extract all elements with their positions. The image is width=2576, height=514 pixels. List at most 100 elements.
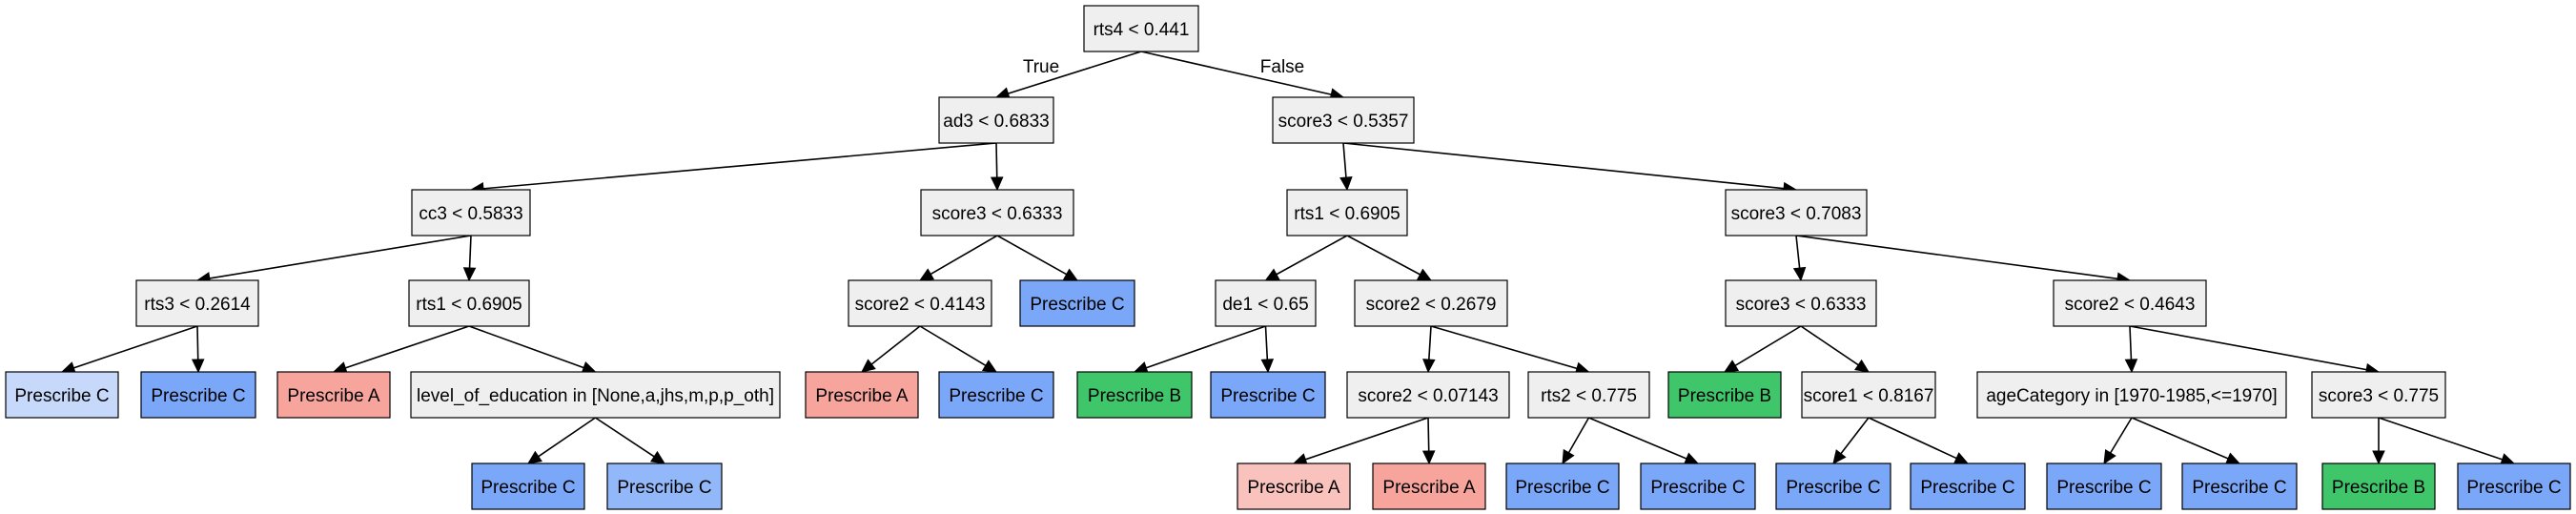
edge-line bbox=[73, 325, 198, 369]
split-node-ad3-0-6833: ad3 < 0.6833 bbox=[938, 96, 1054, 144]
arrowhead-icon bbox=[191, 359, 205, 374]
arrowhead-icon bbox=[1854, 359, 1870, 373]
edge-line bbox=[1840, 417, 1870, 455]
node-label: rts1 < 0.6905 bbox=[416, 295, 521, 315]
edge-line bbox=[1795, 235, 2118, 280]
node-box bbox=[1527, 371, 1650, 419]
edge-line bbox=[996, 235, 1068, 276]
leaf-node-prescribe-b: Prescribe B bbox=[1076, 371, 1193, 419]
edge-line bbox=[482, 142, 997, 190]
leaf-node-prescribe-c: Prescribe C bbox=[938, 371, 1054, 419]
arrowhead-icon bbox=[1264, 268, 1280, 281]
node-box bbox=[1725, 279, 1877, 327]
split-node-de1-0-65: de1 < 0.65 bbox=[1215, 279, 1317, 327]
node-box bbox=[1354, 279, 1508, 327]
node-box bbox=[1272, 96, 1415, 144]
node-label: Prescribe C bbox=[2056, 478, 2151, 498]
node-box bbox=[2046, 463, 2162, 510]
node-label: ad3 < 0.6833 bbox=[943, 112, 1049, 132]
node-box bbox=[471, 463, 585, 510]
node-box bbox=[140, 371, 256, 419]
node-label: score3 < 0.5357 bbox=[1278, 112, 1409, 132]
edge-line bbox=[1567, 417, 1590, 454]
leaf-node-prescribe-b: Prescribe B bbox=[2321, 463, 2436, 510]
node-box bbox=[1372, 463, 1486, 510]
leaf-node-prescribe-c: Prescribe C bbox=[2457, 463, 2571, 510]
node-label: Prescribe A bbox=[287, 386, 379, 406]
node-label: Prescribe B bbox=[1088, 386, 1181, 406]
node-box bbox=[411, 189, 531, 236]
node-box bbox=[410, 371, 781, 419]
node-box bbox=[1910, 463, 2026, 510]
split-node-score2-0-4643: score2 < 0.4643 bbox=[2053, 279, 2207, 327]
edge-label-true: True bbox=[1023, 57, 1059, 77]
edge-line bbox=[196, 325, 199, 360]
leaf-node-prescribe-c: Prescribe C bbox=[1775, 463, 1891, 510]
edge-line bbox=[2129, 325, 2133, 360]
arrowhead-icon bbox=[1260, 359, 1275, 374]
node-label: score2 < 0.4143 bbox=[855, 295, 986, 315]
split-node-score3-0-5357: score3 < 0.5357 bbox=[1272, 96, 1415, 144]
arrowhead-icon bbox=[2372, 450, 2385, 465]
node-label: Prescribe C bbox=[1920, 478, 2014, 498]
split-node-level-of-education-in-none-a-jhs-m-p-p-oth: level_of_education in [None,a,jhs,m,p,p_… bbox=[410, 371, 781, 419]
split-node-score3-0-6333: score3 < 0.6333 bbox=[920, 189, 1074, 236]
node-label: Prescribe C bbox=[14, 386, 109, 406]
leaf-node-prescribe-c: Prescribe C bbox=[2181, 463, 2298, 510]
leaf-node-prescribe-c: Prescribe C bbox=[140, 371, 256, 419]
arrowhead-icon bbox=[990, 176, 1004, 192]
edge-n14-n28 bbox=[2129, 325, 2381, 377]
node-label: Prescribe A bbox=[1382, 478, 1475, 498]
edge-line bbox=[1008, 51, 1142, 94]
node-label: Prescribe C bbox=[1030, 295, 1124, 315]
node-label: Prescribe C bbox=[480, 478, 575, 498]
edge-line bbox=[1734, 325, 1802, 366]
node-box bbox=[2053, 279, 2207, 327]
edge-line bbox=[1342, 142, 1785, 190]
edge-n11-n22 bbox=[1260, 325, 1275, 374]
node-box bbox=[1210, 371, 1326, 419]
node-box bbox=[606, 463, 723, 510]
edge-line bbox=[468, 325, 584, 369]
node-box bbox=[805, 371, 919, 419]
arrowhead-icon bbox=[462, 267, 477, 282]
edge-n12-n23 bbox=[1422, 325, 1436, 374]
arrowhead-icon bbox=[918, 268, 935, 281]
node-label: Prescribe B bbox=[2332, 478, 2425, 498]
edges-layer bbox=[60, 51, 2516, 466]
split-node-score3-0-7083: score3 < 0.7083 bbox=[1725, 189, 1868, 236]
node-box bbox=[2311, 371, 2446, 419]
split-node-rts4-0-441: rts4 < 0.441 bbox=[1083, 5, 1199, 52]
leaf-node-prescribe-c: Prescribe C bbox=[1505, 463, 1620, 510]
node-box bbox=[2457, 463, 2571, 510]
node-box bbox=[1346, 371, 1510, 419]
edge-n4-n9 bbox=[918, 235, 998, 281]
edge-line bbox=[1430, 325, 1578, 370]
edge-n3-n8 bbox=[462, 235, 477, 282]
node-label: cc3 < 0.5833 bbox=[419, 204, 522, 224]
node-label: Prescribe A bbox=[815, 386, 908, 406]
edge-n27-n37 bbox=[2103, 417, 2133, 465]
node-box bbox=[1019, 279, 1135, 327]
edge-line bbox=[995, 142, 998, 178]
node-box bbox=[1775, 463, 1891, 510]
edge-n26-n35 bbox=[1832, 417, 1870, 464]
leaf-node-prescribe-a: Prescribe A bbox=[1372, 463, 1486, 510]
leaf-node-prescribe-c: Prescribe C bbox=[1019, 279, 1135, 327]
split-node-agecategory-in-1970-1985-1970: ageCategory in [1970-1985,<=1970] bbox=[1976, 371, 2287, 419]
edge-line bbox=[1276, 235, 1348, 276]
arrowhead-icon bbox=[1952, 452, 1970, 464]
edge-n28-n39 bbox=[2372, 418, 2385, 465]
edge-n5-n12 bbox=[1346, 235, 1433, 281]
edge-n8-n17 bbox=[332, 325, 470, 375]
edge-line bbox=[1868, 417, 1957, 460]
edge-n0-n2 bbox=[1140, 51, 1345, 101]
edge-line bbox=[345, 325, 470, 369]
split-node-rts1-0-6905: rts1 < 0.6905 bbox=[1286, 189, 1408, 236]
edge-label-false: False bbox=[1260, 57, 1304, 77]
split-node-score2-0-2679: score2 < 0.2679 bbox=[1354, 279, 1508, 327]
edge-n1-n4 bbox=[990, 142, 1004, 192]
edge-n6-n14 bbox=[1795, 235, 2132, 285]
node-box bbox=[1083, 5, 1199, 52]
leaf-node-prescribe-c: Prescribe C bbox=[2046, 463, 2162, 510]
